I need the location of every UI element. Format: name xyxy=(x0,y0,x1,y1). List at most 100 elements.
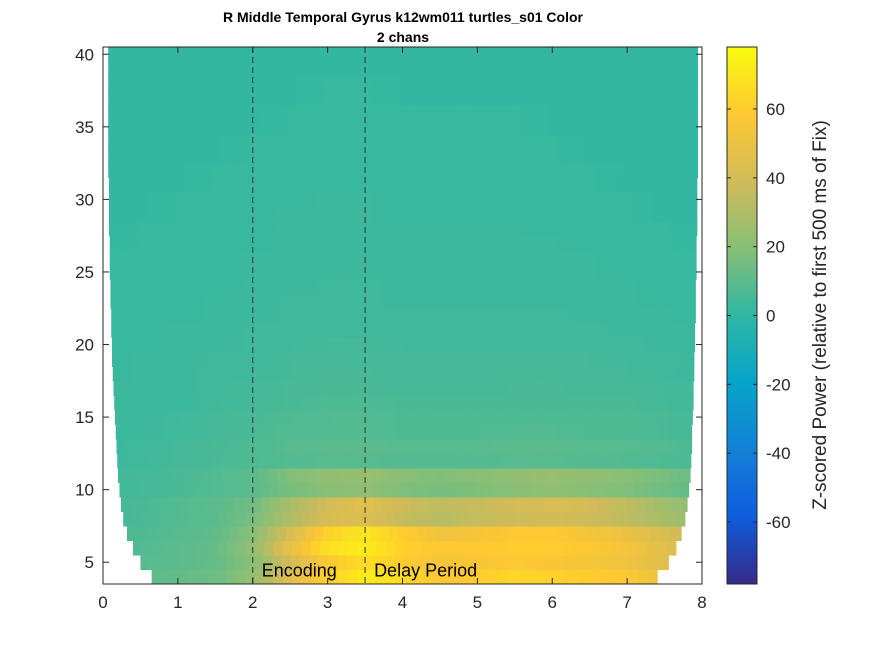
heatmap-cell xyxy=(365,554,376,571)
heatmap-cell xyxy=(448,308,459,324)
heatmap-cell xyxy=(295,76,306,92)
heatmap-cell xyxy=(192,76,203,92)
heatmap-cell xyxy=(317,337,328,353)
heatmap-cell xyxy=(117,134,128,150)
heatmap-cell xyxy=(239,61,250,77)
heatmap-cell xyxy=(571,366,582,382)
heatmap-cell xyxy=(361,221,372,237)
heatmap-cell xyxy=(257,105,268,121)
heatmap-cell xyxy=(585,525,596,542)
heatmap-cell xyxy=(289,351,300,367)
heatmap-cell xyxy=(603,453,614,469)
heatmap-cell xyxy=(183,192,194,208)
heatmap-cell xyxy=(604,76,615,92)
heatmap-cell xyxy=(411,496,422,513)
heatmap-cell xyxy=(270,322,281,338)
heatmap-cell xyxy=(691,308,696,324)
heatmap-cell xyxy=(192,453,203,469)
heatmap-cell xyxy=(576,148,587,164)
heatmap-cell xyxy=(614,206,625,222)
heatmap-cell xyxy=(223,496,234,513)
heatmap-cell xyxy=(557,119,568,135)
heatmap-cell xyxy=(128,250,139,266)
heatmap-cell xyxy=(276,453,287,469)
heatmap-cell xyxy=(230,177,241,193)
heatmap-cell xyxy=(566,47,577,63)
heatmap-cell xyxy=(142,395,153,411)
heatmap-cell xyxy=(659,438,670,454)
heatmap-cell xyxy=(201,134,212,150)
heatmap-cell xyxy=(250,482,261,498)
heatmap-cell xyxy=(522,293,533,309)
heatmap-cell xyxy=(165,250,176,266)
heatmap-cell xyxy=(638,569,649,584)
heatmap-cell xyxy=(282,540,293,556)
heatmap-cell xyxy=(583,424,594,440)
heatmap-cell xyxy=(586,206,597,222)
heatmap-cell xyxy=(394,511,405,527)
heatmap-cell xyxy=(249,177,260,193)
heatmap-cell xyxy=(279,322,290,338)
heatmap-cell xyxy=(548,177,559,193)
heatmap-cell xyxy=(243,366,254,382)
heatmap-cell xyxy=(514,351,525,367)
heatmap-cell xyxy=(379,119,390,135)
heatmap-cell xyxy=(294,438,305,454)
heatmap-cell xyxy=(577,235,588,251)
heatmap-cell xyxy=(122,366,133,382)
heatmap-cell xyxy=(117,105,128,121)
heatmap-cell xyxy=(636,337,647,353)
heatmap-cell xyxy=(258,467,269,483)
heatmap-cell xyxy=(289,496,300,513)
heatmap-cell xyxy=(618,380,629,396)
heatmap-cell xyxy=(605,177,615,193)
heatmap-cell xyxy=(602,424,613,440)
heatmap-cell xyxy=(407,134,418,150)
heatmap-cell xyxy=(155,148,165,164)
heatmap-cell xyxy=(389,221,400,237)
heatmap-cell xyxy=(314,177,325,193)
heatmap-cell xyxy=(233,496,244,513)
heatmap-cell xyxy=(255,409,266,425)
heatmap-cell xyxy=(626,351,637,367)
heatmap-cell xyxy=(243,337,253,353)
heatmap-cell xyxy=(398,47,409,63)
heatmap-cell xyxy=(678,438,688,454)
heatmap-cell xyxy=(164,453,174,469)
heatmap-cell xyxy=(660,148,671,164)
heatmap-cell xyxy=(558,192,569,208)
heatmap-cell xyxy=(447,293,458,309)
heatmap-cell xyxy=(117,453,128,469)
heatmap-cell xyxy=(373,308,384,324)
heatmap-cell xyxy=(463,105,474,121)
heatmap-cell xyxy=(525,511,536,527)
heatmap-cell xyxy=(145,148,156,164)
heatmap-cell xyxy=(680,235,691,251)
heatmap-cell xyxy=(510,90,521,106)
heatmap-cell xyxy=(651,76,662,92)
heatmap-cell xyxy=(143,409,154,425)
heatmap-cell xyxy=(484,482,495,498)
heatmap-cell xyxy=(482,76,493,92)
heatmap-cell xyxy=(109,264,120,280)
heatmap-cell xyxy=(308,351,319,367)
heatmap-cell xyxy=(342,47,353,63)
heatmap-cell xyxy=(379,47,390,63)
heatmap-cell xyxy=(214,322,225,338)
heatmap-cell xyxy=(623,76,633,92)
heatmap-cell xyxy=(318,366,329,382)
heatmap-cell xyxy=(332,61,343,77)
heatmap-cell xyxy=(145,90,156,106)
heatmap-cell xyxy=(692,337,696,353)
heatmap-cell xyxy=(333,221,344,237)
heatmap-cell xyxy=(435,453,446,469)
heatmap-cell xyxy=(445,47,456,63)
heatmap-cell xyxy=(267,119,278,135)
heatmap-cell xyxy=(257,47,268,63)
heatmap-cell xyxy=(380,467,390,483)
heatmap-cell xyxy=(548,134,559,150)
heatmap-cell xyxy=(325,235,335,251)
heatmap-cell xyxy=(239,76,250,92)
heatmap-cell xyxy=(313,453,324,469)
heatmap-cell xyxy=(325,264,335,280)
